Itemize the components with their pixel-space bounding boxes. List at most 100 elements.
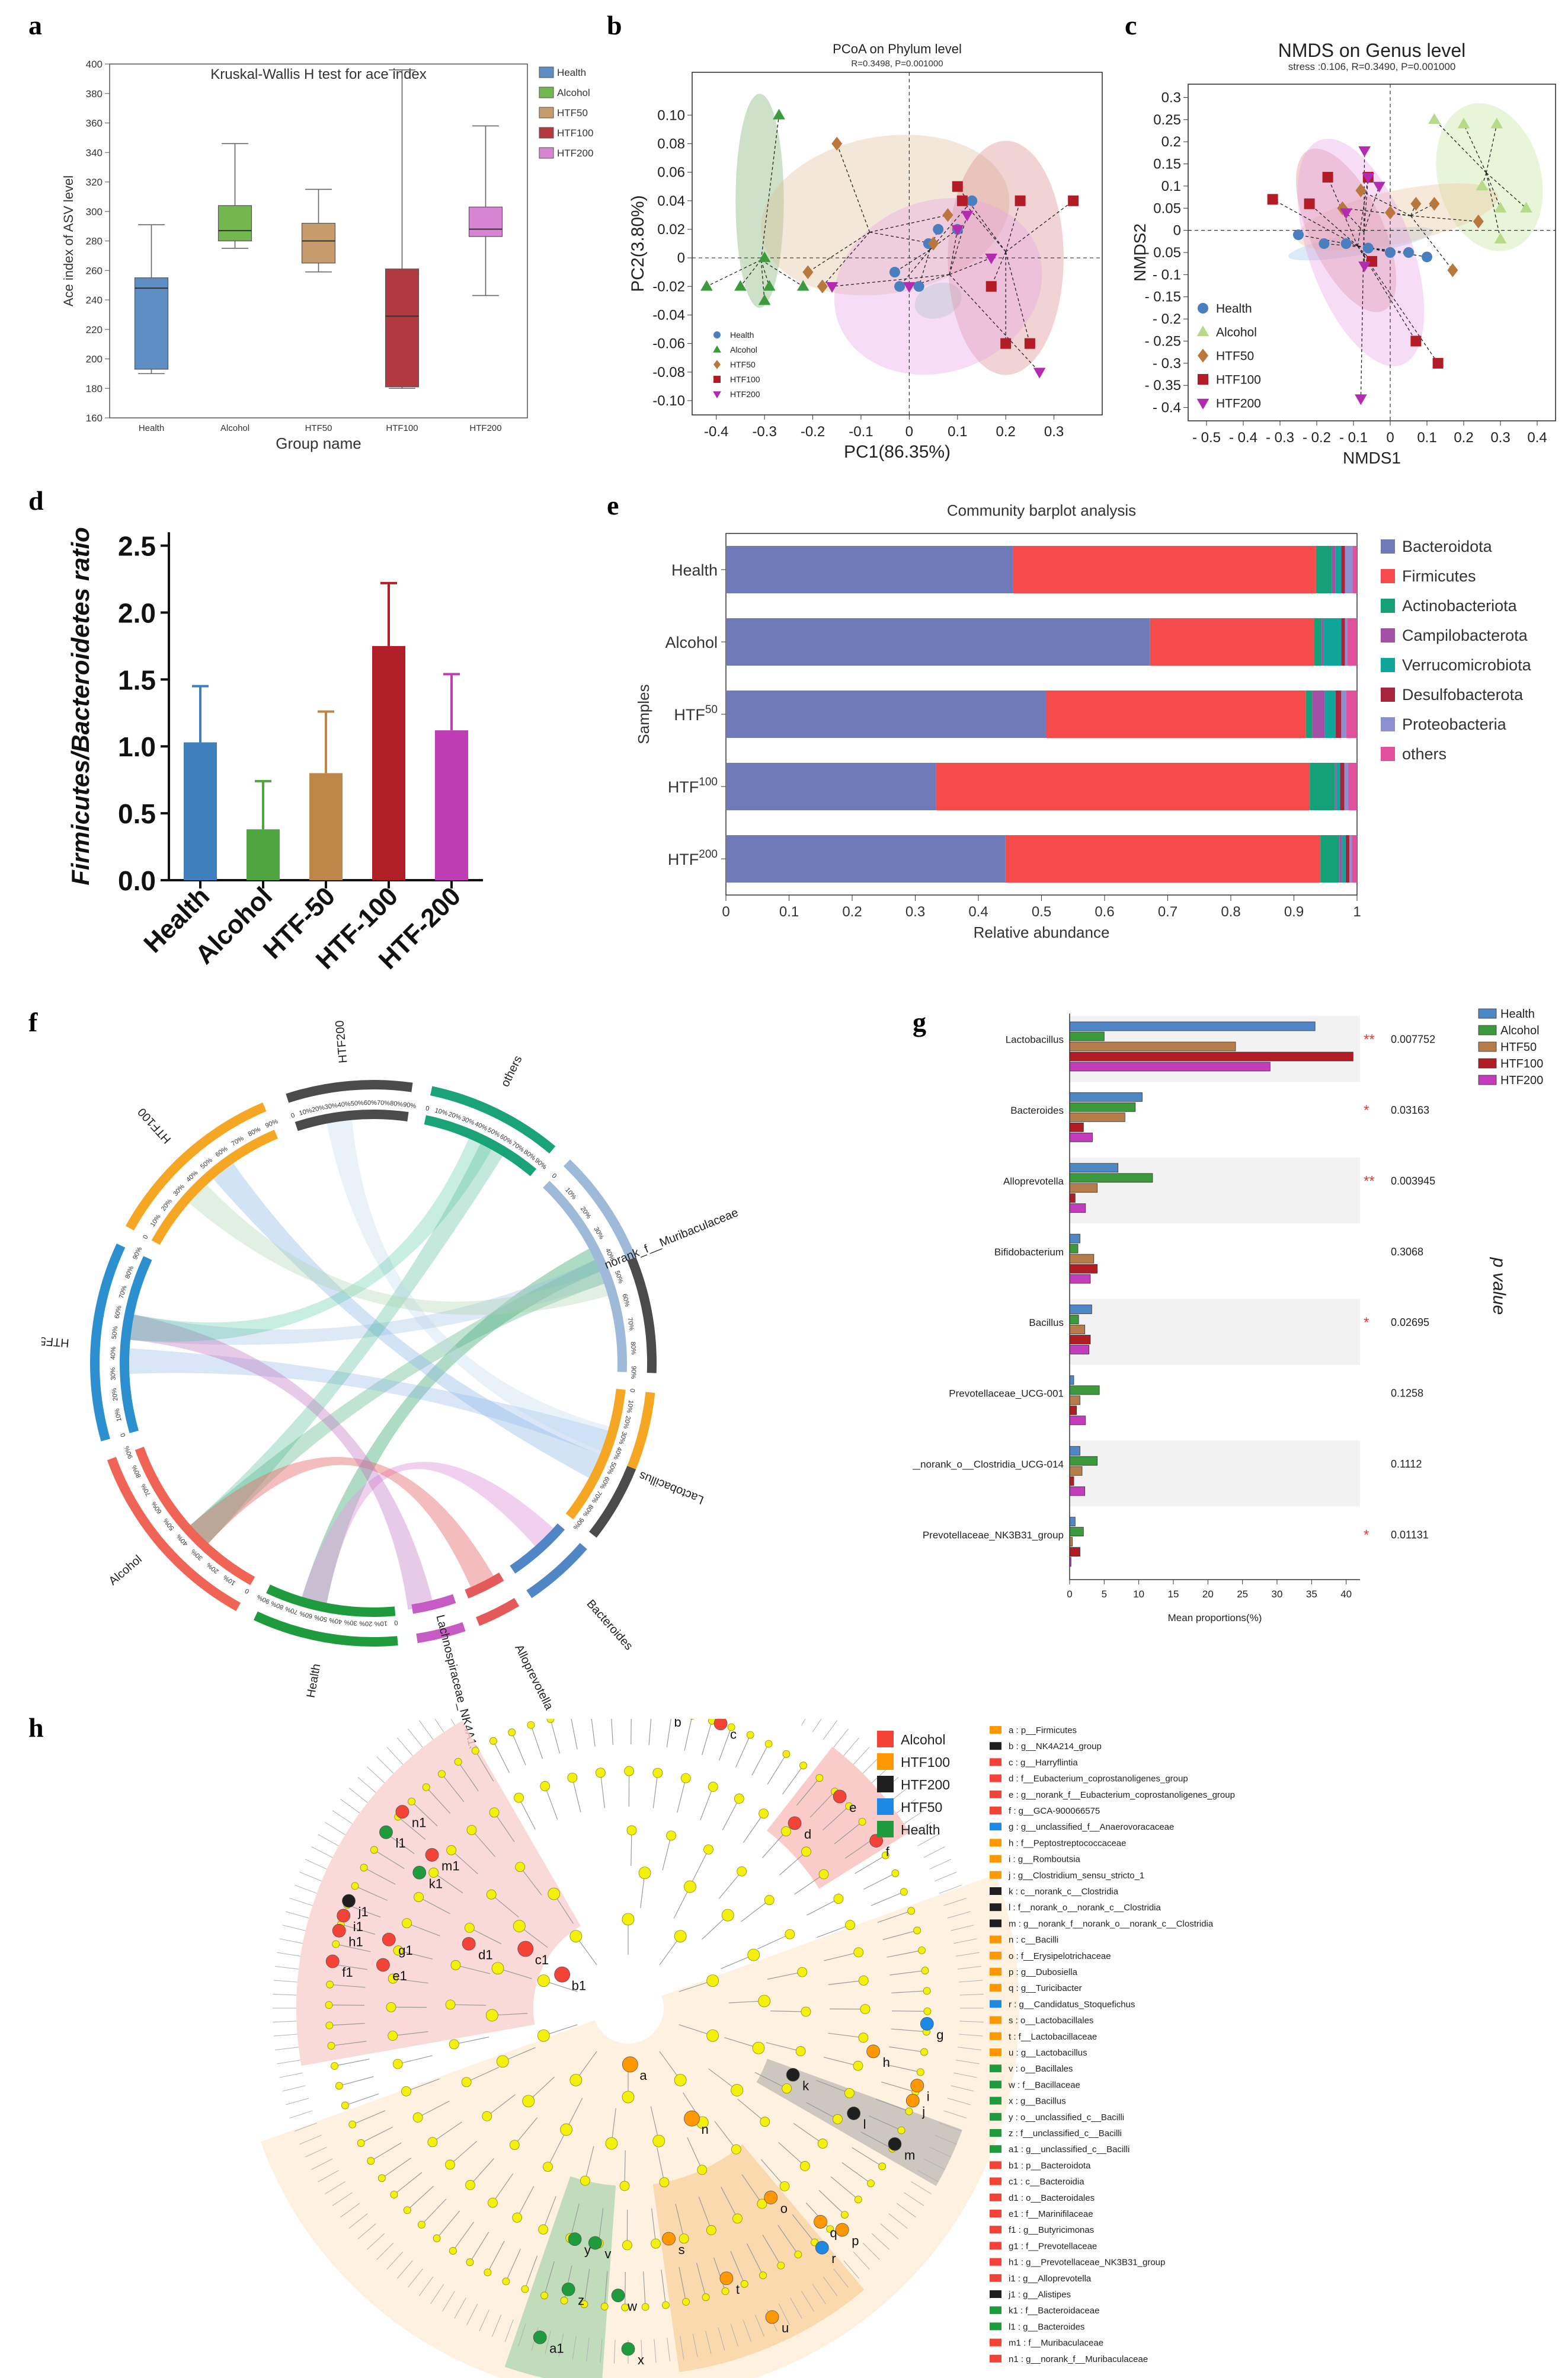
branch <box>505 2249 521 2282</box>
branch <box>767 1971 802 1980</box>
node <box>393 1945 404 1956</box>
bar <box>309 773 343 880</box>
percent-tick: 50% <box>487 1126 501 1139</box>
leaf-branch <box>871 2233 889 2250</box>
branch <box>817 1925 850 1938</box>
legend-label: HTF200 <box>1500 1074 1543 1087</box>
bar-group-bacillus <box>1069 1305 1092 1354</box>
segment-proteobacteria <box>1341 691 1346 738</box>
branch <box>517 2186 535 2218</box>
branch <box>871 1891 904 1906</box>
point-alcohol <box>1520 202 1532 213</box>
x-tick-label: 0.1 <box>779 904 799 920</box>
branch <box>889 1970 926 1976</box>
branch <box>334 2059 370 2067</box>
branch <box>662 1835 672 1871</box>
chord-link <box>125 1258 609 1345</box>
centroid-link <box>1366 247 1391 253</box>
taxon-swatch <box>990 2306 1001 2315</box>
point-htf50 <box>1473 214 1484 229</box>
node <box>727 1723 735 1731</box>
row-background <box>1070 1299 1360 1365</box>
legend-swatch-htf100 <box>1478 1058 1497 1069</box>
legend-marker-htf200 <box>713 391 721 399</box>
stacked-bar-htf200 <box>726 835 1357 883</box>
taxon-label: i1 : g__Alloprevotella <box>1009 2274 1092 2284</box>
x-tick-label: 0.6 <box>1095 904 1114 920</box>
node <box>332 1940 340 1948</box>
node <box>759 1808 769 1819</box>
segment-others <box>1348 618 1357 666</box>
branch <box>543 2196 556 2230</box>
ellipse-htf200 <box>834 198 1042 375</box>
node-m1 <box>425 1848 439 1862</box>
percent-tick: 90% <box>123 1445 135 1460</box>
node <box>674 1930 687 1943</box>
y-tick-label: 2.0 <box>118 597 156 628</box>
branch <box>891 2028 927 2032</box>
node <box>580 2175 590 2186</box>
point-alcohol <box>1494 232 1507 244</box>
leaf-branch <box>956 2060 980 2064</box>
branch <box>696 2262 706 2297</box>
branch <box>393 1978 428 1984</box>
leaf-branch <box>491 2315 502 2337</box>
segment-others <box>1352 546 1357 593</box>
percent-tick: 90% <box>256 1593 271 1605</box>
branch <box>651 2208 657 2244</box>
node <box>326 1980 334 1989</box>
node <box>621 2303 629 2312</box>
sector-label: Health <box>305 1663 324 1699</box>
bar-alcohol <box>1069 1244 1079 1254</box>
taxon-swatch <box>990 2080 1001 2089</box>
node-label: u <box>782 2321 789 2335</box>
node <box>560 2123 572 2136</box>
node <box>674 2073 687 2086</box>
percent-tick: 50% <box>606 1461 617 1476</box>
percent-tick: 70% <box>377 1099 391 1107</box>
percent-tick: 70% <box>140 1482 152 1497</box>
x-tick-label: - 0.3 <box>1266 430 1294 446</box>
point-alcohol <box>773 108 785 120</box>
percent-tick: 80% <box>247 1126 262 1138</box>
leaf-branch <box>332 1810 353 1824</box>
chord-link <box>300 1462 557 1608</box>
node <box>626 1825 637 1836</box>
leaf-branch <box>953 1938 977 1944</box>
node <box>867 2179 875 2187</box>
segment-verrucomicrobiota <box>1342 835 1346 883</box>
node <box>392 2059 403 2069</box>
p-value: 0.01131 <box>1391 1529 1429 1540</box>
branch <box>545 1786 558 1820</box>
point-htf200 <box>1373 181 1385 193</box>
point-health <box>1340 238 1352 250</box>
bar-alcohol <box>1069 1456 1098 1466</box>
branch <box>584 2146 594 2181</box>
point-htf200 <box>1033 367 1046 379</box>
point-htf50 <box>817 279 828 293</box>
branch <box>885 2064 921 2073</box>
node <box>721 2287 729 2296</box>
node-label: n1 <box>412 1816 426 1830</box>
chart-subtitle: R=0.3498, P=0.001000 <box>851 59 943 69</box>
branch <box>450 2140 477 2165</box>
taxon-label: c1 : c__Bacteroidia <box>1009 2177 1084 2187</box>
leaf-branch <box>279 2072 303 2078</box>
branch <box>604 2271 608 2307</box>
bar-htf200 <box>1069 1203 1086 1213</box>
node <box>461 2077 472 2088</box>
leaf-branch <box>504 2319 514 2342</box>
percent-tick: 60% <box>620 1293 631 1308</box>
branch <box>762 1831 786 1858</box>
leaf-branch <box>430 2284 444 2305</box>
y-tick-label: 0.02 <box>657 222 685 238</box>
x-tick-label: -0.2 <box>801 424 825 440</box>
percent-tick: 40% <box>473 1120 488 1132</box>
segment-desulfobacterota <box>1335 691 1342 738</box>
percent-tick: 40% <box>328 1616 343 1625</box>
legend-label: HTF100 <box>557 127 593 139</box>
box-iqr <box>385 269 420 388</box>
leaf-branch <box>518 2323 526 2347</box>
node <box>759 2271 767 2280</box>
branch <box>700 1786 713 1820</box>
